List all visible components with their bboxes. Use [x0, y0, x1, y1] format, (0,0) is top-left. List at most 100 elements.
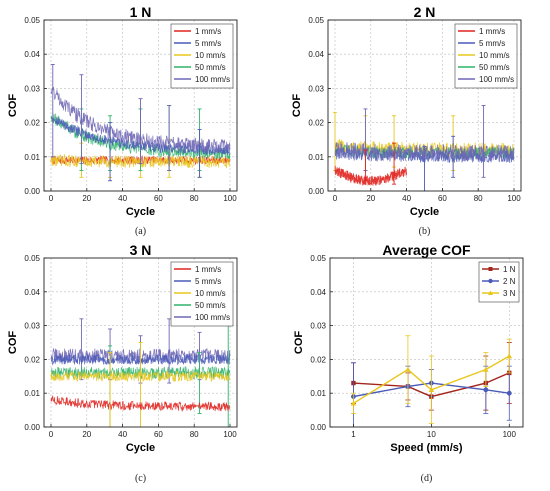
plot-area — [350, 335, 513, 427]
y-tick-label: 0.02 — [24, 119, 40, 128]
legend-label: 5 mm/s — [479, 39, 505, 48]
series-1-mm-s — [334, 165, 407, 186]
y-tick-label: 0.05 — [24, 254, 40, 263]
data-point — [506, 353, 513, 359]
x-tick-label: 20 — [82, 430, 91, 439]
x-tick-label: 0 — [49, 430, 54, 439]
y-tick-label: 0.00 — [308, 187, 324, 196]
legend-label: 1 mm/s — [195, 27, 221, 36]
panel-d: Average COF 0.00 0.01 0.02 0.03 0.04 0.05 1 10 10… — [293, 242, 524, 484]
plot-area — [50, 64, 231, 182]
panel-title: 1 N — [130, 4, 152, 20]
x-tick-label: 10 — [427, 430, 436, 439]
panel-title: 3 N — [130, 242, 152, 258]
plot-frame — [43, 19, 238, 192]
panel-caption: (a) — [135, 226, 146, 237]
y-axis-label: COF — [7, 94, 19, 118]
panel-b: 2 N 0.00 0.01 0.02 0.03 0.04 0.05 0 20 40 60 80 100 C… — [291, 4, 522, 237]
legend-label: 10 mm/s — [195, 289, 226, 298]
y-tick-label: 0.04 — [310, 288, 326, 297]
y-axis-label: COF — [293, 331, 305, 355]
y-tick-label: 0.00 — [24, 423, 40, 432]
plot-frame — [329, 257, 524, 428]
legend-box — [454, 23, 518, 89]
y-tick-label: 0.03 — [308, 84, 324, 93]
panel-title: Average COF — [382, 242, 471, 258]
legend: 1 mm/s 5 mm/s 10 mm/s 50 mm/s 100 mm/s — [170, 23, 234, 89]
panel-caption: (b) — [419, 226, 431, 237]
y-tick-label: 0.02 — [24, 355, 40, 364]
y-tick-label: 0.04 — [24, 50, 40, 59]
legend-box — [170, 23, 234, 89]
x-tick-label: 20 — [366, 194, 375, 203]
y-axis-label: COF — [7, 331, 19, 355]
series-1-mm-s — [50, 395, 231, 412]
legend-label: 10 mm/s — [479, 51, 510, 60]
x-tick-label: 60 — [154, 194, 163, 203]
x-tick-label: 100 — [507, 194, 521, 203]
legend-label: 3 N — [503, 289, 516, 298]
x-tick-label: 1 — [351, 430, 356, 439]
data-point — [483, 387, 489, 393]
x-tick-label: 0 — [49, 194, 54, 203]
y-tick-label: 0.02 — [310, 355, 326, 364]
y-tick-label: 0.03 — [310, 322, 326, 331]
y-tick-label: 0.01 — [310, 389, 326, 398]
x-axis-label: Cycle — [126, 442, 155, 454]
x-tick-label: 60 — [438, 194, 447, 203]
legend-marker — [488, 290, 493, 295]
data-point — [506, 390, 512, 396]
legend-label: 1 N — [503, 265, 516, 274]
y-tick-label: 0.02 — [308, 119, 324, 128]
data-point — [350, 400, 357, 406]
legend-label: 50 mm/s — [195, 301, 226, 310]
data-point — [428, 387, 435, 393]
plot-area — [50, 318, 231, 427]
y-tick-label: 0.04 — [24, 288, 40, 297]
legend-label: 1 mm/s — [479, 27, 505, 36]
x-tick-label: 80 — [190, 194, 199, 203]
y-tick-label: 0.01 — [308, 153, 324, 162]
y-tick-label: 0.03 — [24, 84, 40, 93]
x-tick-label: 20 — [82, 194, 91, 203]
legend-marker — [488, 267, 493, 271]
x-tick-label: 100 — [223, 194, 237, 203]
x-tick-label: 80 — [190, 430, 199, 439]
panel-caption: (d) — [421, 473, 433, 484]
y-tick-label: 0.04 — [308, 50, 324, 59]
legend: 1 mm/s 5 mm/s 10 mm/s 50 mm/s 100 mm/s — [454, 23, 518, 89]
x-axis-label: Cycle — [126, 206, 155, 218]
y-tick-label: 0.00 — [24, 187, 40, 196]
y-tick-label: 0.03 — [24, 322, 40, 331]
legend-label: 50 mm/s — [479, 63, 510, 72]
y-tick-label: 0.05 — [310, 254, 326, 263]
panel-a: 1 N 0.00 0.01 0.02 0.03 0.04 0.05 0 20 40 60 80 100 C… — [7, 4, 238, 237]
y-tick-label: 0.01 — [24, 389, 40, 398]
x-tick-label: 60 — [154, 430, 163, 439]
x-tick-label: 100 — [503, 430, 517, 439]
series-100-mm-s — [334, 142, 515, 163]
legend-label: 5 mm/s — [195, 39, 221, 48]
plot-area — [333, 105, 515, 191]
panel-caption: (c) — [135, 473, 146, 484]
legend-box — [170, 261, 234, 327]
legend-label: 100 mm/s — [479, 75, 514, 84]
legend: 1 mm/s 5 mm/s 10 mm/s 50 mm/s 100 mm/s — [170, 261, 234, 327]
legend-label: 10 mm/s — [195, 51, 226, 60]
panel-c: 3 N 0.00 0.01 0.02 0.03 0.04 0.05 0 20 40 60 80 100 C… — [7, 242, 238, 484]
data-point — [483, 366, 489, 372]
legend: 1 N 2 N 3 N — [478, 261, 520, 303]
y-axis-label: COF — [291, 94, 303, 118]
plot-frame — [327, 19, 522, 192]
legend-label: 5 mm/s — [195, 277, 221, 286]
data-point — [405, 366, 411, 372]
legend-label: 2 N — [503, 277, 516, 286]
legend-label: 100 mm/s — [195, 75, 230, 84]
x-axis-label: Cycle — [410, 206, 439, 218]
x-tick-label: 0 — [333, 194, 338, 203]
x-tick-label: 40 — [402, 194, 411, 203]
y-tick-label: 0.00 — [310, 423, 326, 432]
legend-label: 100 mm/s — [195, 313, 230, 322]
x-tick-label: 80 — [474, 194, 483, 203]
